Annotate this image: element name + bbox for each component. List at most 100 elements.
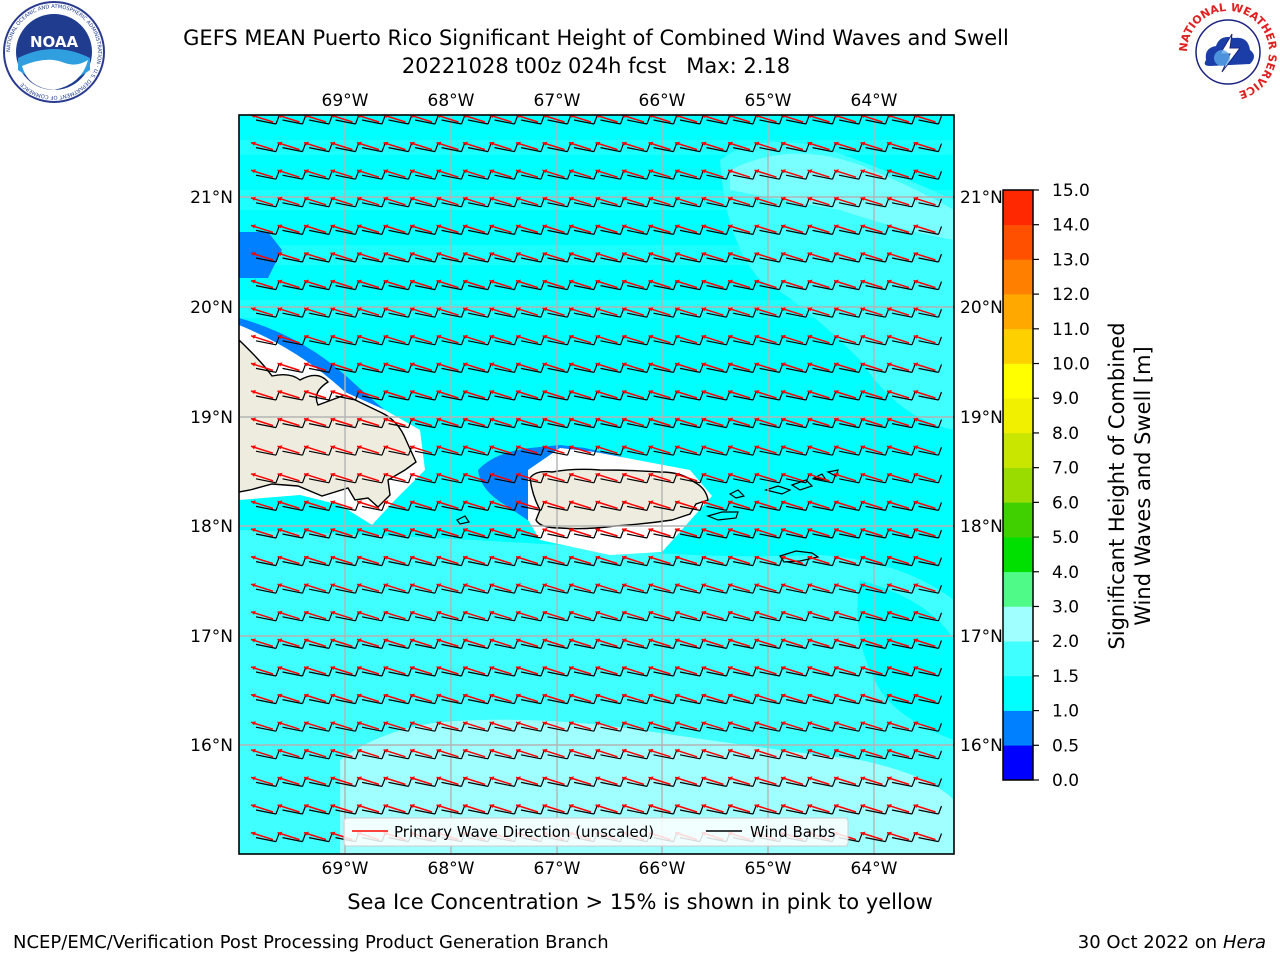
wave-arrow-head [728, 279, 733, 284]
wind-barb [626, 174, 648, 180]
wind-barb [547, 533, 568, 539]
wind-barb-flag [646, 778, 651, 787]
wind-barb [388, 285, 409, 291]
wind-barb [626, 285, 648, 291]
wave-arrow-head [542, 583, 548, 588]
wave-arrow-head [410, 334, 415, 339]
wave-arrow-head [410, 555, 415, 560]
wave-arrow-head [277, 500, 283, 505]
colorbar-segment-16 [1003, 190, 1033, 226]
wave-arrow-head [436, 472, 442, 477]
wind-barb [732, 643, 754, 649]
wind-barb [335, 367, 356, 373]
wind-barb-flag [407, 805, 413, 815]
wind-barb [361, 533, 383, 539]
wave-arrow-head [728, 141, 733, 146]
wind-barb-flag [354, 474, 360, 484]
wind-barb-flag [593, 722, 598, 732]
wave-arrow-head [807, 307, 813, 312]
wind-barb-flag [328, 833, 333, 842]
wind-barb [388, 229, 409, 235]
wave-arrow-head [860, 169, 866, 174]
wind-barb-flag [434, 750, 439, 760]
wave-arrow-head [675, 666, 680, 670]
gridlines [239, 115, 954, 854]
wind-barb-flag [937, 474, 943, 484]
wind-barb-flag [937, 502, 943, 511]
wave-arrow-head [887, 169, 892, 174]
wind-barb-flag [805, 584, 810, 594]
wind-barb [759, 588, 780, 594]
wave-arrow-head [860, 224, 866, 229]
wind-barb [626, 505, 648, 511]
wind-barb [441, 257, 462, 263]
wave-arrow-head [569, 252, 574, 256]
wind-barb [255, 671, 277, 677]
wind-barb [520, 367, 542, 373]
wave-arrow-head [410, 748, 415, 753]
wave-arrow-head [383, 776, 389, 781]
wind-barb [361, 423, 383, 429]
wind-barb [547, 257, 568, 263]
wind-barb [812, 726, 833, 732]
wind-barb-flag [460, 667, 466, 677]
wind-barb-flag [381, 281, 386, 290]
wave-arrow-head [834, 307, 839, 312]
wind-barb [838, 726, 860, 732]
wave-arrow-head [304, 610, 309, 615]
wind-barb-flag [937, 722, 943, 732]
wave-arrow-head [357, 141, 362, 146]
wind-barb-flag [884, 336, 890, 346]
wind-barb-flag [911, 446, 916, 456]
wind-barb [467, 285, 489, 291]
wind-barb [732, 809, 754, 815]
wave-arrow-head [357, 748, 362, 753]
wind-barb [573, 616, 595, 622]
wind-barb [918, 312, 939, 318]
wave-arrow-head [807, 528, 813, 532]
wind-barb [467, 505, 489, 511]
wind-barb [838, 312, 860, 318]
wave-arrow-head [860, 748, 866, 753]
wind-barb [308, 616, 330, 622]
wind-barb [388, 505, 409, 511]
wind-barb [759, 478, 780, 484]
wind-barb [282, 367, 303, 373]
wind-barb-flag [354, 640, 360, 649]
wind-barb-flag [487, 778, 492, 787]
wind-barb [732, 119, 754, 125]
wave-arrow-head [781, 748, 786, 753]
wind-barb [838, 781, 860, 787]
wave-arrow-head [834, 196, 839, 201]
wave-arrow-head [489, 307, 495, 312]
wind-barb [653, 671, 674, 677]
wind-barb [308, 781, 330, 787]
wave-arrow-head [410, 666, 415, 670]
wave-arrow-head [277, 252, 283, 256]
wind-barb [547, 616, 568, 622]
wind-barb-flag [725, 502, 731, 511]
wind-barb-flag [275, 336, 280, 346]
wave-arrow-head [860, 196, 866, 201]
wind-barb-flag [778, 170, 784, 180]
wind-barb-flag [937, 667, 943, 677]
wind-barb-flag [460, 640, 466, 649]
wave-arrow-head [701, 141, 707, 146]
wind-barb-flag [540, 391, 545, 401]
wind-barb [600, 202, 621, 208]
wind-barb-flag [275, 750, 280, 760]
wind-barb [494, 147, 515, 153]
wind-barb-flag [911, 584, 916, 594]
wind-barb-flag [460, 419, 466, 428]
wind-barb-flag [460, 308, 466, 318]
wind-barb [838, 147, 860, 153]
wind-barb-flag [407, 529, 413, 539]
wind-barb [918, 643, 939, 649]
wave-arrow-head [410, 362, 415, 367]
wind-barb-flag [858, 612, 863, 622]
colorbar-tick-label-10: 8.0 [1052, 424, 1079, 444]
wind-barb [335, 671, 356, 677]
wind-barb [361, 147, 383, 153]
wind-barb-flag [858, 115, 863, 125]
wave-arrow-head [516, 721, 521, 726]
